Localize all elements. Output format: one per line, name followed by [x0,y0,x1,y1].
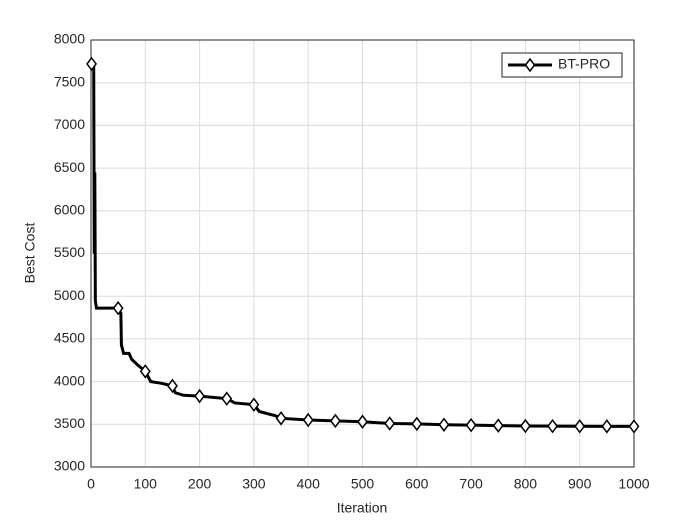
data-point [384,416,396,431]
y-tick-label: 3000 [54,458,85,474]
legend-label: BT-PRO [558,56,610,72]
x-tick-label: 1000 [618,476,649,492]
data-point [194,388,206,404]
data-point [411,416,423,432]
y-tick-label: 8000 [54,31,85,47]
y-tick-label: 3500 [54,415,85,431]
legend-box [501,52,623,78]
y-tick-label: 6000 [54,202,85,218]
legend-marker [524,57,536,73]
data-point [438,417,450,432]
x-tick-label: 600 [405,476,429,492]
y-tick-label: 4500 [54,330,85,346]
data-point [519,418,531,434]
plot-frame [90,39,635,468]
data-point [628,419,640,434]
data-point [492,418,504,433]
data-point [221,391,233,406]
x-axis-label: Iteration [337,500,388,516]
x-tick-label: 400 [297,476,321,492]
y-tick-label: 7500 [54,73,85,89]
data-point [547,418,558,434]
x-tick-label: 100 [134,476,158,492]
x-tick-label: 800 [514,476,538,492]
data-point [357,414,368,429]
x-tick-label: 0 [87,476,95,492]
data-point [601,419,613,434]
data-point [329,413,341,429]
data-point [112,300,124,316]
y-tick-label: 5000 [54,287,85,303]
y-tick-label: 4000 [54,372,85,388]
data-point [248,397,260,412]
y-tick-label: 5500 [54,244,85,260]
data-point [86,56,97,72]
y-axis-label: Best Cost [22,223,38,284]
data-point [302,412,314,428]
x-tick-label: 300 [242,476,266,492]
y-tick-label: 7000 [54,116,85,132]
y-tick-label: 6500 [54,159,85,175]
x-tick-label: 900 [568,476,592,492]
x-tick-label: 700 [459,476,483,492]
data-point [465,417,477,433]
data-point [275,411,287,426]
x-tick-label: 500 [351,476,375,492]
data-point [139,364,151,379]
data-point [574,419,586,434]
x-tick-label: 200 [188,476,212,492]
data-point [167,378,178,394]
